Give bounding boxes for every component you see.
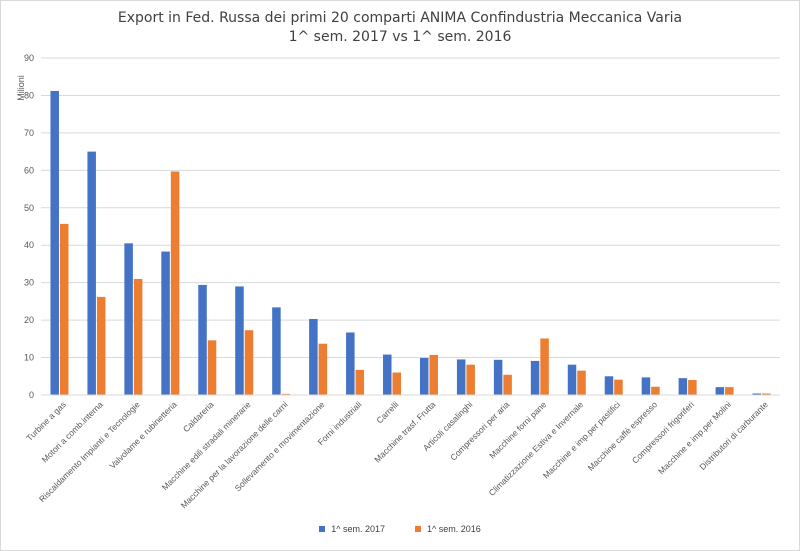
bar-2016 <box>762 393 771 395</box>
x-tick-label: Macchine e imp.per Molini <box>656 399 733 476</box>
x-tick-label: Motori a comb.interna <box>40 399 105 464</box>
y-tick-label: 90 <box>24 53 34 63</box>
y-tick-label: 60 <box>24 165 34 175</box>
bar-2016 <box>651 386 660 395</box>
bar-2016 <box>688 380 697 395</box>
y-tick-label: 20 <box>24 315 34 325</box>
bar-2017 <box>419 357 429 395</box>
legend-label-2017: 1^ sem. 2017 <box>331 524 385 534</box>
legend: 1^ sem. 2017 1^ sem. 2016 <box>0 524 800 534</box>
bar-2016 <box>577 370 586 395</box>
bar-2017 <box>604 376 614 395</box>
x-tick-label: Caldareria <box>181 399 216 434</box>
bar-2017 <box>50 90 59 395</box>
bar-2016 <box>281 393 291 395</box>
bar-2016 <box>244 330 254 395</box>
y-tick-label: 70 <box>24 128 34 138</box>
bar-2016 <box>725 387 734 395</box>
bar-2016 <box>318 343 328 395</box>
bar-2016 <box>96 296 106 395</box>
y-tick-label: 50 <box>24 203 34 213</box>
legend-swatch-2016 <box>415 526 421 532</box>
bar-2017 <box>641 377 651 395</box>
y-tick-label: 0 <box>29 390 34 400</box>
y-tick-label: 10 <box>24 353 34 363</box>
bar-2017 <box>530 360 540 395</box>
bar-2017 <box>235 286 244 395</box>
x-tick-label: Macchine trasf. Frutta <box>372 399 437 464</box>
chart-title: Export in Fed. Russa dei primi 20 compar… <box>117 10 683 26</box>
x-tick-label: Valvolame e rubinetteria <box>107 399 179 471</box>
x-tick-label: Carrelli <box>374 399 400 425</box>
y-axis-label: Milioni <box>16 75 26 101</box>
x-tick-label: Macchine e imp.per pastifici <box>541 399 622 480</box>
bar-2017 <box>198 284 207 395</box>
y-tick-label: 40 <box>24 240 34 250</box>
chart-subtitle: 1^ sem. 2017 vs 1^ sem. 2016 <box>288 29 512 45</box>
bar-2016 <box>207 340 217 395</box>
x-tick-label: Compressori frigoriferi <box>630 399 696 465</box>
bar-2016 <box>503 374 512 395</box>
bar-2017 <box>272 307 281 395</box>
bar-2017 <box>124 243 133 395</box>
bar-2017 <box>309 318 318 395</box>
bar-2017 <box>567 364 577 395</box>
bar-2016 <box>170 171 180 395</box>
bar-2017 <box>456 359 466 395</box>
legend-label-2016: 1^ sem. 2016 <box>427 524 481 534</box>
bar-2016 <box>355 369 365 395</box>
bar-2016 <box>466 364 475 395</box>
bar-2017 <box>346 332 355 395</box>
y-tick-label: 30 <box>24 278 34 288</box>
bar-2017 <box>752 393 762 395</box>
bar-2016 <box>540 338 549 395</box>
legend-item-2016: 1^ sem. 2016 <box>415 524 481 534</box>
legend-swatch-2017 <box>319 526 326 532</box>
bar-2016 <box>392 372 402 395</box>
legend-item-2017: 1^ sem. 2017 <box>319 524 385 534</box>
bar-2017 <box>715 387 725 395</box>
x-tick-label: Macchine caffè espresso <box>586 399 660 473</box>
bar-2017 <box>493 359 503 395</box>
x-tick-label: Distributori di carburante <box>697 399 770 472</box>
y-tick-label: 80 <box>24 90 34 100</box>
bar-2016 <box>614 379 623 395</box>
bar-2017 <box>678 378 688 395</box>
bar-2017 <box>383 354 392 395</box>
bar-2017 <box>87 151 96 395</box>
bar-2017 <box>161 251 170 395</box>
bar-2016 <box>133 278 143 395</box>
bar-2016 <box>59 223 69 395</box>
bar-2016 <box>429 354 438 395</box>
